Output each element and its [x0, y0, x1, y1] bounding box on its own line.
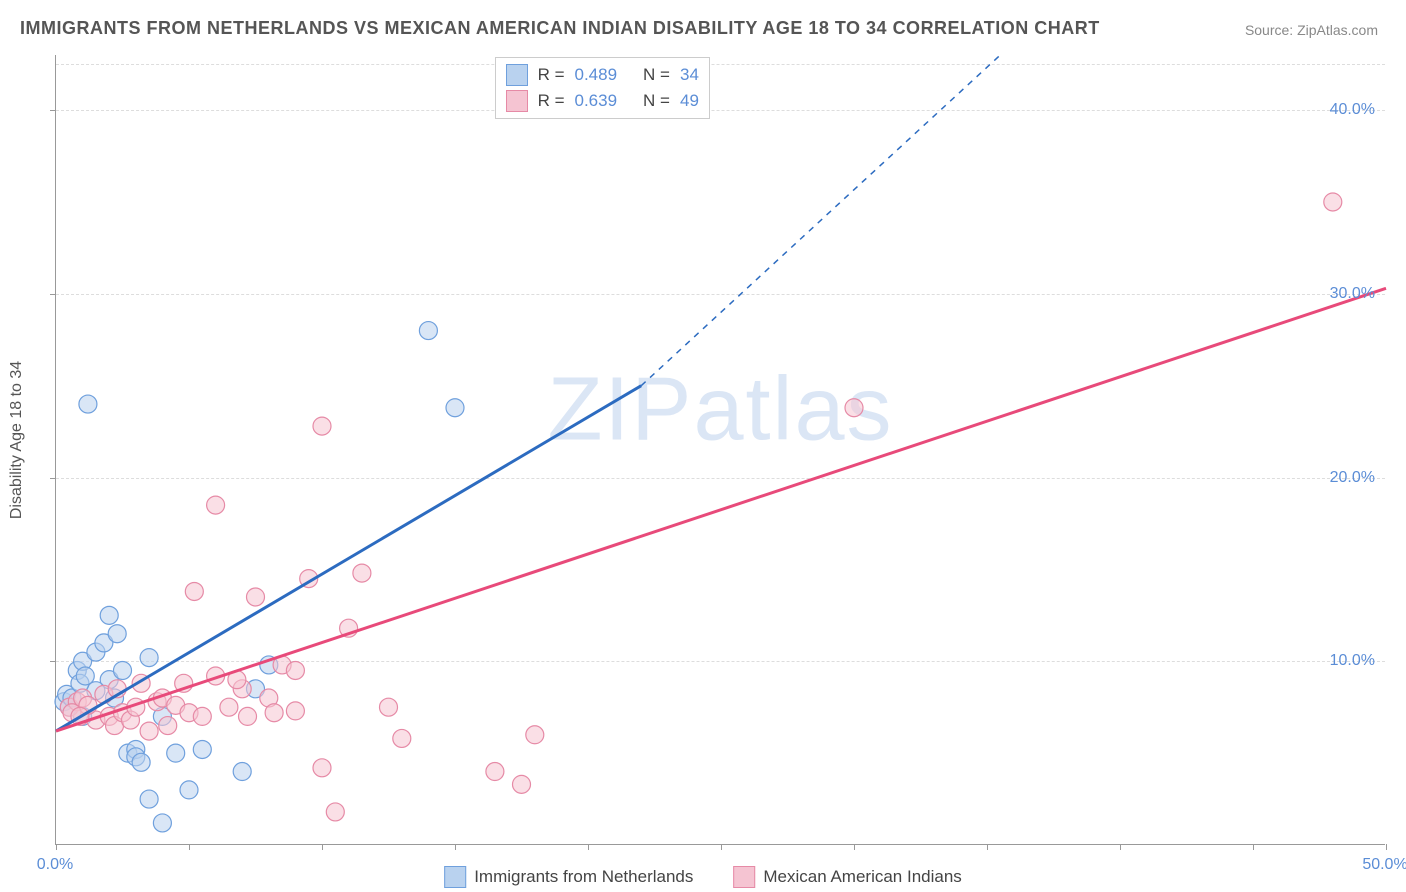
- data-point: [1324, 193, 1342, 211]
- x-tick: [1386, 844, 1387, 850]
- series-legend: Immigrants from Netherlands Mexican Ameri…: [444, 866, 962, 888]
- chart-title: IMMIGRANTS FROM NETHERLANDS VS MEXICAN A…: [20, 18, 1100, 39]
- data-point: [393, 729, 411, 747]
- legend-r-value: 0.639: [575, 91, 618, 111]
- legend-swatch: [733, 866, 755, 888]
- data-point: [313, 417, 331, 435]
- legend-n-label: N =: [643, 91, 670, 111]
- legend-swatch: [506, 90, 528, 112]
- x-tick: [854, 844, 855, 850]
- trend-line: [56, 386, 641, 731]
- x-tick: [588, 844, 589, 850]
- data-point: [247, 588, 265, 606]
- x-tick: [721, 844, 722, 850]
- data-point: [153, 814, 171, 832]
- data-point: [114, 661, 132, 679]
- legend-swatch: [444, 866, 466, 888]
- legend-label: Mexican American Indians: [763, 867, 961, 887]
- x-tick: [56, 844, 57, 850]
- legend-r-value: 0.489: [575, 65, 618, 85]
- y-tick: [50, 110, 56, 111]
- data-point: [446, 399, 464, 417]
- y-tick: [50, 661, 56, 662]
- data-point: [286, 702, 304, 720]
- y-tick-label: 30.0%: [1330, 285, 1375, 303]
- data-point: [185, 582, 203, 600]
- data-point: [380, 698, 398, 716]
- chart-svg: [56, 55, 1385, 844]
- x-tick: [189, 844, 190, 850]
- data-point: [513, 775, 531, 793]
- x-tick: [1120, 844, 1121, 850]
- x-tick-label: 50.0%: [1362, 856, 1406, 874]
- y-tick: [50, 294, 56, 295]
- x-tick: [1253, 844, 1254, 850]
- y-tick-label: 20.0%: [1330, 469, 1375, 487]
- data-point: [140, 790, 158, 808]
- data-point: [526, 726, 544, 744]
- y-axis-label: Disability Age 18 to 34: [8, 361, 26, 519]
- data-point: [167, 744, 185, 762]
- data-point: [100, 606, 118, 624]
- source-attribution: Source: ZipAtlas.com: [1245, 22, 1378, 38]
- data-point: [286, 661, 304, 679]
- legend-row: R = 0.639 N = 49: [506, 88, 699, 114]
- data-point: [233, 763, 251, 781]
- data-point: [140, 722, 158, 740]
- data-point: [108, 625, 126, 643]
- data-point: [180, 781, 198, 799]
- data-point: [76, 667, 94, 685]
- legend-n-value: 34: [680, 65, 699, 85]
- y-tick: [50, 478, 56, 479]
- legend-item: Immigrants from Netherlands: [444, 866, 693, 888]
- data-point: [220, 698, 238, 716]
- y-tick-label: 10.0%: [1330, 652, 1375, 670]
- x-tick: [987, 844, 988, 850]
- legend-r-label: R =: [538, 65, 565, 85]
- data-point: [193, 707, 211, 725]
- legend-row: R = 0.489 N = 34: [506, 62, 699, 88]
- data-point: [207, 496, 225, 514]
- legend-n-value: 49: [680, 91, 699, 111]
- data-point: [419, 322, 437, 340]
- data-point: [159, 717, 177, 735]
- data-point: [140, 649, 158, 667]
- source-value: ZipAtlas.com: [1297, 22, 1378, 38]
- data-point: [265, 704, 283, 722]
- x-tick-label: 0.0%: [37, 856, 73, 874]
- data-point: [313, 759, 331, 777]
- x-tick: [455, 844, 456, 850]
- y-tick-label: 40.0%: [1330, 101, 1375, 119]
- legend-n-label: N =: [643, 65, 670, 85]
- trend-line: [56, 288, 1386, 731]
- x-tick: [322, 844, 323, 850]
- data-point: [239, 707, 257, 725]
- data-point: [845, 399, 863, 417]
- plot-area: ZIPatlas R = 0.489N = 34R = 0.639N = 49 …: [55, 55, 1385, 845]
- legend-item: Mexican American Indians: [733, 866, 961, 888]
- legend-swatch: [506, 64, 528, 86]
- source-label: Source:: [1245, 22, 1297, 38]
- data-point: [353, 564, 371, 582]
- data-point: [193, 740, 211, 758]
- data-point: [79, 395, 97, 413]
- data-point: [326, 803, 344, 821]
- data-point: [132, 753, 150, 771]
- legend-r-label: R =: [538, 91, 565, 111]
- legend-label: Immigrants from Netherlands: [474, 867, 693, 887]
- data-point: [486, 763, 504, 781]
- correlation-legend: R = 0.489 N = 34 R = 0.639 N = 49: [495, 57, 710, 119]
